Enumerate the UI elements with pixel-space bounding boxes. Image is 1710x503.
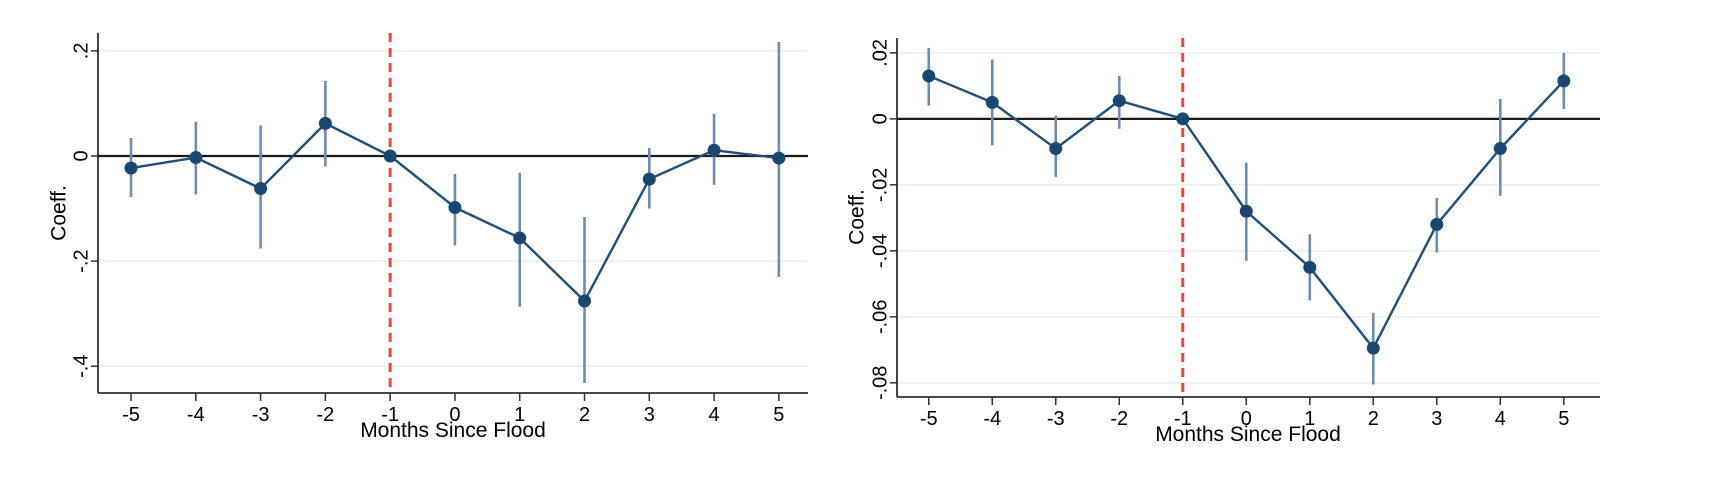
x-tick-label: 4 <box>709 404 720 426</box>
data-point <box>1239 204 1253 218</box>
y-tick-label: -.2 <box>70 249 92 272</box>
y-tick-label: -.06 <box>869 300 891 334</box>
y-tick-label: .02 <box>869 39 891 67</box>
y-tick-label: -.02 <box>869 168 891 202</box>
x-tick-label: 4 <box>1495 408 1506 430</box>
data-point <box>383 149 397 163</box>
x-tick-label: 2 <box>579 404 590 426</box>
data-point <box>124 161 138 175</box>
data-point <box>578 294 592 308</box>
x-tick-label: -3 <box>252 404 270 426</box>
x-tick-label: -4 <box>983 408 1001 430</box>
y-tick-label: -.4 <box>70 355 92 378</box>
x-tick-label: 5 <box>1558 408 1569 430</box>
data-point <box>189 151 203 165</box>
x-tick-label: 3 <box>644 404 655 426</box>
y-tick-label: .2 <box>70 43 92 60</box>
x-tick-label: -1 <box>381 404 399 426</box>
x-tick-label: -4 <box>187 404 205 426</box>
data-point <box>1112 94 1126 108</box>
data-point <box>772 151 786 165</box>
data-point <box>513 231 527 245</box>
x-tick-label: 1 <box>1304 408 1315 430</box>
data-point <box>1366 341 1380 355</box>
x-tick-label: -1 <box>1174 408 1192 430</box>
x-tick-label: 0 <box>1241 408 1252 430</box>
x-tick-label: -5 <box>920 408 938 430</box>
right-y-axis-title: Coeff. <box>846 189 869 245</box>
y-tick-label: 0 <box>869 113 891 124</box>
data-point <box>985 95 999 109</box>
left-y-axis-title: Coeff. <box>48 185 71 241</box>
x-tick-label: 2 <box>1368 408 1379 430</box>
data-point <box>922 69 936 83</box>
data-point <box>318 116 332 130</box>
data-point <box>707 143 721 157</box>
right-chart: .02 0 -.02 -.04 -.06 -.08 -5 -4 -3 -2 -1 0 1 2 3 4 5 <box>869 38 1600 430</box>
data-point <box>1557 74 1571 88</box>
y-tick-label: 0 <box>70 150 92 161</box>
data-point <box>642 172 656 186</box>
x-tick-label: 1 <box>514 404 525 426</box>
data-point <box>1049 142 1063 156</box>
y-tick-label: -.04 <box>869 234 891 268</box>
data-point <box>254 182 268 196</box>
x-tick-label: 3 <box>1431 408 1442 430</box>
data-point <box>448 200 462 214</box>
right-x-axis-title: Months Since Flood <box>1155 423 1341 446</box>
data-point <box>1176 112 1190 126</box>
data-point <box>1303 260 1317 274</box>
x-tick-label: -5 <box>122 404 140 426</box>
x-tick-label: -2 <box>316 404 334 426</box>
data-point <box>1493 142 1507 156</box>
x-tick-label: 0 <box>449 404 460 426</box>
y-tick-label: -.08 <box>869 366 891 400</box>
left-chart: .2 0 -.2 -.4 -5 -4 -3 -2 -1 0 1 2 3 4 5 <box>70 33 808 426</box>
x-tick-label: -3 <box>1047 408 1065 430</box>
data-point <box>1430 217 1444 231</box>
x-tick-label: -2 <box>1110 408 1128 430</box>
left-x-axis-title: Months Since Flood <box>360 419 546 442</box>
x-tick-label: 5 <box>773 404 784 426</box>
